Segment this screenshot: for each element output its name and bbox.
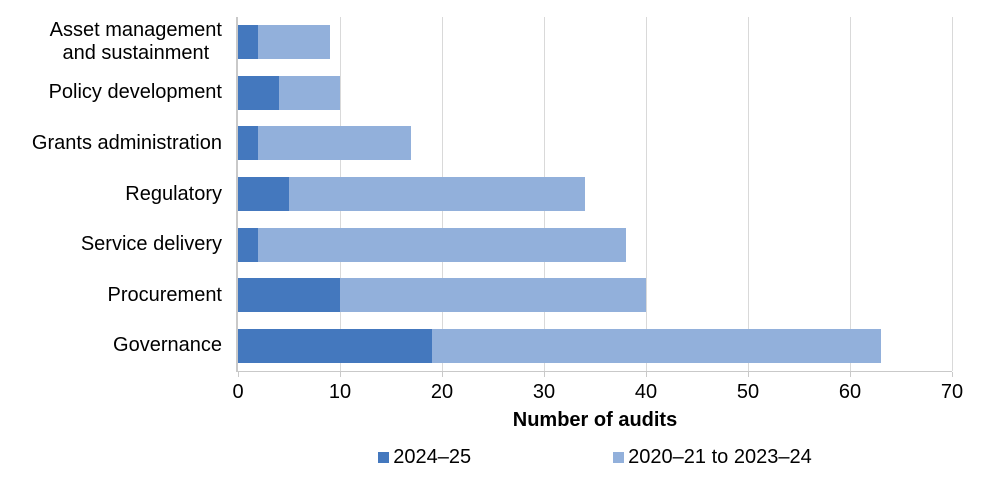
category-label: Policy development (48, 81, 222, 104)
category-label-row: Regulatory (0, 169, 222, 220)
legend-swatch-icon (613, 451, 625, 463)
bar-segment-prior (431, 328, 881, 363)
bar-segment-prior (258, 227, 626, 262)
x-tick-mark (747, 372, 749, 377)
category-label: Governance (113, 334, 222, 357)
x-tick-mark (237, 372, 239, 377)
legend-label: 2024–25 (393, 445, 472, 468)
category-label-row: Procurement (0, 270, 223, 321)
bar-segment-current (238, 75, 279, 110)
x-axis-line (236, 371, 952, 372)
x-tick-mark (339, 372, 341, 377)
y-axis-category-labels: Asset management and sustainment Policy … (0, 17, 222, 371)
legend-item-2020-21-to-2023-24: 2020–21 to 2023–24 (613, 446, 812, 469)
bar-segment-prior (340, 278, 646, 313)
legend-swatch-icon (378, 451, 390, 463)
category-label: Grants administration (31, 131, 222, 154)
gridline (645, 17, 647, 371)
category-label-row: Grants administration (0, 118, 222, 169)
bar-segment-prior (289, 177, 585, 211)
legend: 2024–25 2020–21 to 2023–24 (238, 444, 952, 470)
bar-segment-current (238, 328, 432, 363)
x-tick-label: 60 (838, 381, 862, 403)
category-label: Asset management and sustainment (49, 19, 222, 65)
bar-segment-current (238, 126, 259, 161)
y-axis-line (236, 17, 238, 372)
category-label: Procurement (107, 283, 223, 306)
bar-segment-current (238, 177, 289, 211)
x-tick-label: 70 (940, 381, 964, 403)
plot-area (236, 17, 953, 377)
gridline (951, 17, 953, 371)
bar-segment-prior (278, 75, 340, 110)
x-tick-label: 10 (328, 381, 352, 403)
gridline (747, 17, 749, 371)
x-tick-label: 40 (634, 381, 658, 403)
legend-label: 2020–21 to 2023–24 (628, 445, 812, 468)
bar-segment-current (238, 227, 259, 262)
bar-segment-current (238, 278, 340, 313)
x-tick-mark (441, 372, 443, 377)
x-tick-label: 20 (430, 381, 454, 403)
category-label-row: Governance (0, 320, 222, 371)
x-tick-mark (645, 372, 647, 377)
bar-segment-current (238, 25, 259, 60)
x-tick-label: 50 (736, 381, 760, 403)
category-label-row: Asset management and sustainment (0, 17, 222, 68)
legend-item-2024-25: 2024–25 (378, 446, 471, 469)
bar-segment-prior (258, 25, 330, 60)
x-tick-label: 0 (232, 381, 244, 403)
bar-segment-prior (258, 126, 412, 161)
x-tick-label: 30 (532, 381, 556, 403)
x-axis-tick-labels: 0 10 20 30 40 50 60 70 (0, 381, 990, 405)
category-label-row: Policy development (0, 68, 222, 119)
category-label: Regulatory (125, 182, 222, 205)
category-label-row: Service delivery (0, 219, 222, 270)
x-tick-mark (849, 372, 851, 377)
category-label: Service delivery (80, 233, 222, 256)
gridline (849, 17, 851, 371)
x-axis-title: Number of audits (512, 409, 678, 431)
x-tick-mark (951, 372, 953, 377)
x-tick-mark (543, 372, 545, 377)
